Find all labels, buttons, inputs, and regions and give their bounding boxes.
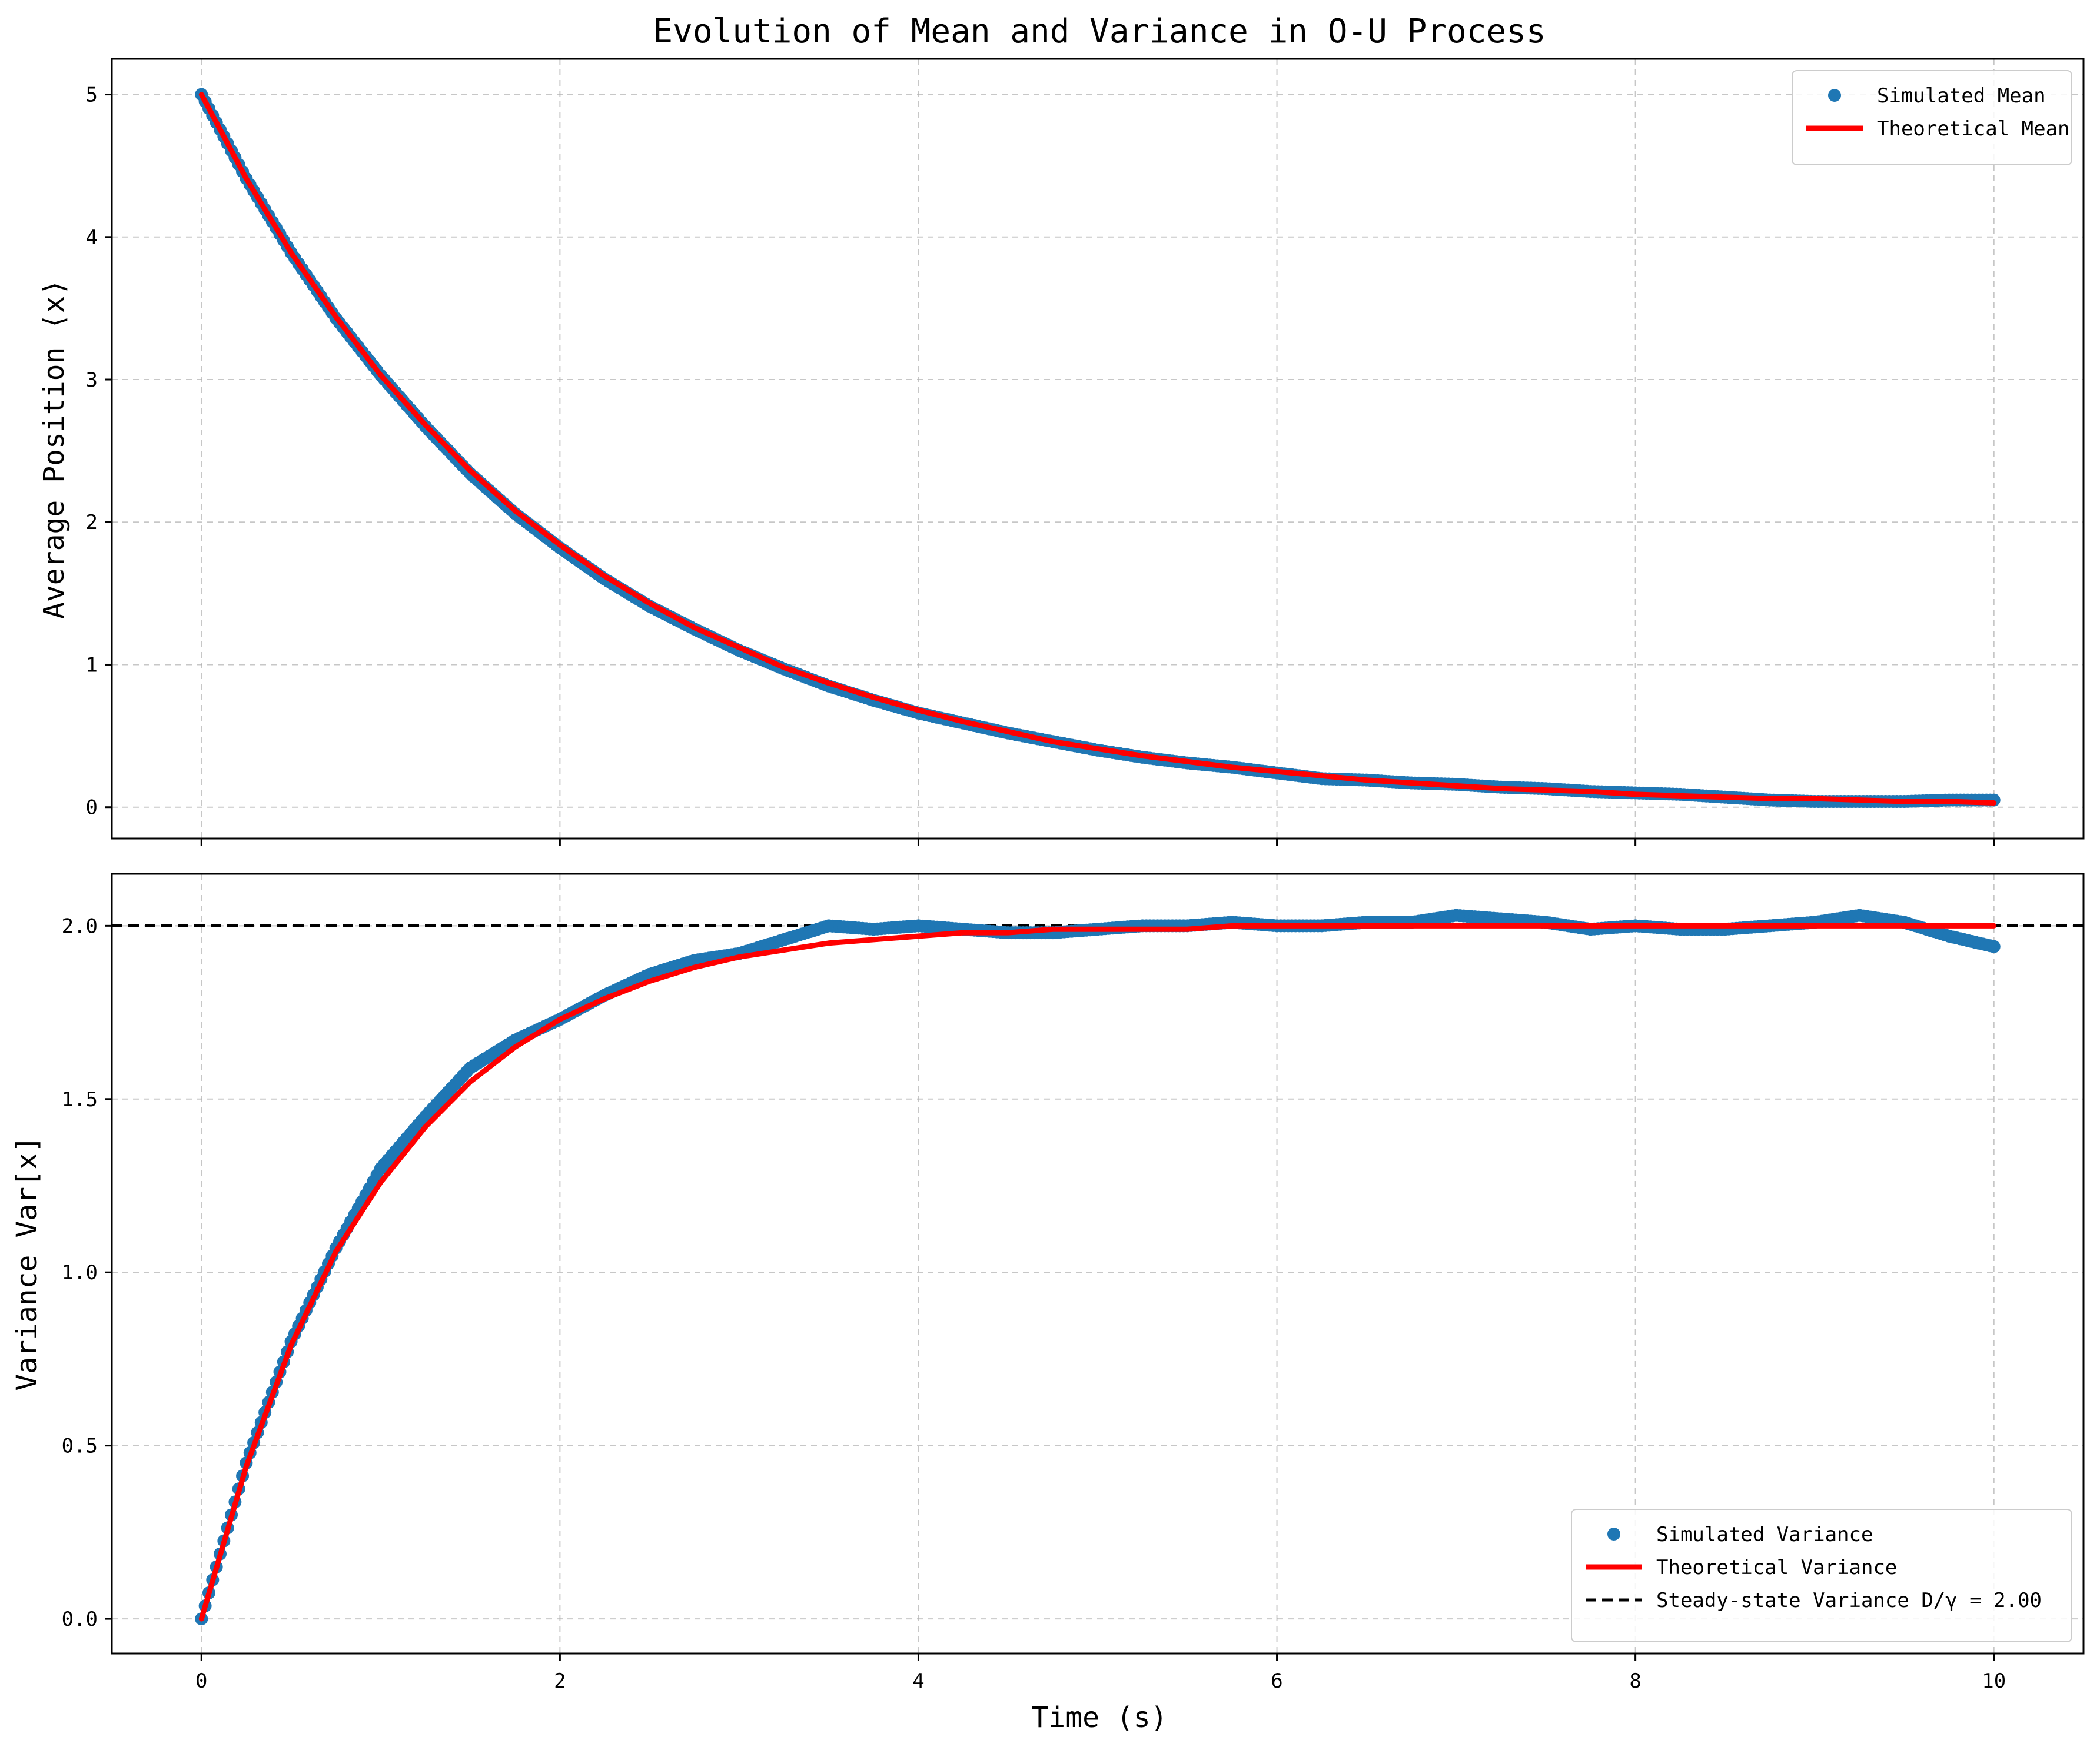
x-tick-label: 10 [1982, 1669, 2006, 1693]
legend: Simulated Mean Theoretical Mean [1792, 70, 2072, 165]
y-tick-label: 2.0 [62, 914, 98, 938]
x-tick-label: 4 [912, 1669, 924, 1693]
legend-label: Steady-state Variance D/γ = 2.00 [1656, 1589, 2042, 1612]
y-tick-label: 4 [86, 226, 98, 249]
theoretical-line [198, 923, 1997, 1622]
y-tick-label: 1.0 [62, 1261, 98, 1285]
y-tick-label: 1 [86, 653, 98, 677]
legend-marker-simulated [1607, 1528, 1620, 1541]
x-tick-label: 2 [554, 1669, 566, 1693]
simulated-point [1987, 940, 2001, 953]
variance-panel: 0.0 0.5 1.0 1.5 2.0 0 2 4 6 8 10 Simulated Variance… [62, 873, 2085, 1693]
legend-marker-simulated [1828, 89, 1841, 102]
mean-y-axis-label: Average Position ⟨x⟩ [38, 279, 71, 619]
y-tick-label: 3 [86, 368, 98, 392]
axes-frame [111, 58, 2085, 840]
x-tick-label: 6 [1271, 1669, 1282, 1693]
y-tick-label: 0.0 [62, 1608, 98, 1631]
theoretical-line [198, 92, 1997, 806]
legend-label: Simulated Variance [1656, 1523, 1873, 1546]
legend-label: Theoretical Mean [1877, 117, 2070, 141]
axes-frame [111, 873, 2085, 1655]
chart-title: Evolution of Mean and Variance in O-U Pr… [653, 12, 1546, 51]
variance-y-axis-label: Variance Var[x] [11, 1136, 44, 1390]
legend-box [1792, 70, 2072, 165]
y-tick-label: 5 [86, 84, 98, 107]
legend-box [1571, 1509, 2072, 1642]
mean-panel: 0 1 2 3 4 5 Simulated Mean Theoretical Mean [86, 58, 2085, 846]
y-tick-label: 1.5 [62, 1088, 98, 1112]
legend-label: Simulated Mean [1877, 84, 2046, 108]
y-tick-label: 0 [86, 796, 98, 820]
y-tick-label: 2 [86, 511, 98, 534]
y-tick-label: 0.5 [62, 1435, 98, 1458]
legend: Simulated Variance Theoretical Variance St… [1571, 1509, 2072, 1642]
x-axis-label: Time (s) [1031, 1701, 1167, 1734]
x-tick-label: 8 [1629, 1669, 1641, 1693]
x-tick-label: 0 [195, 1669, 207, 1693]
legend-label: Theoretical Variance [1656, 1556, 1897, 1579]
